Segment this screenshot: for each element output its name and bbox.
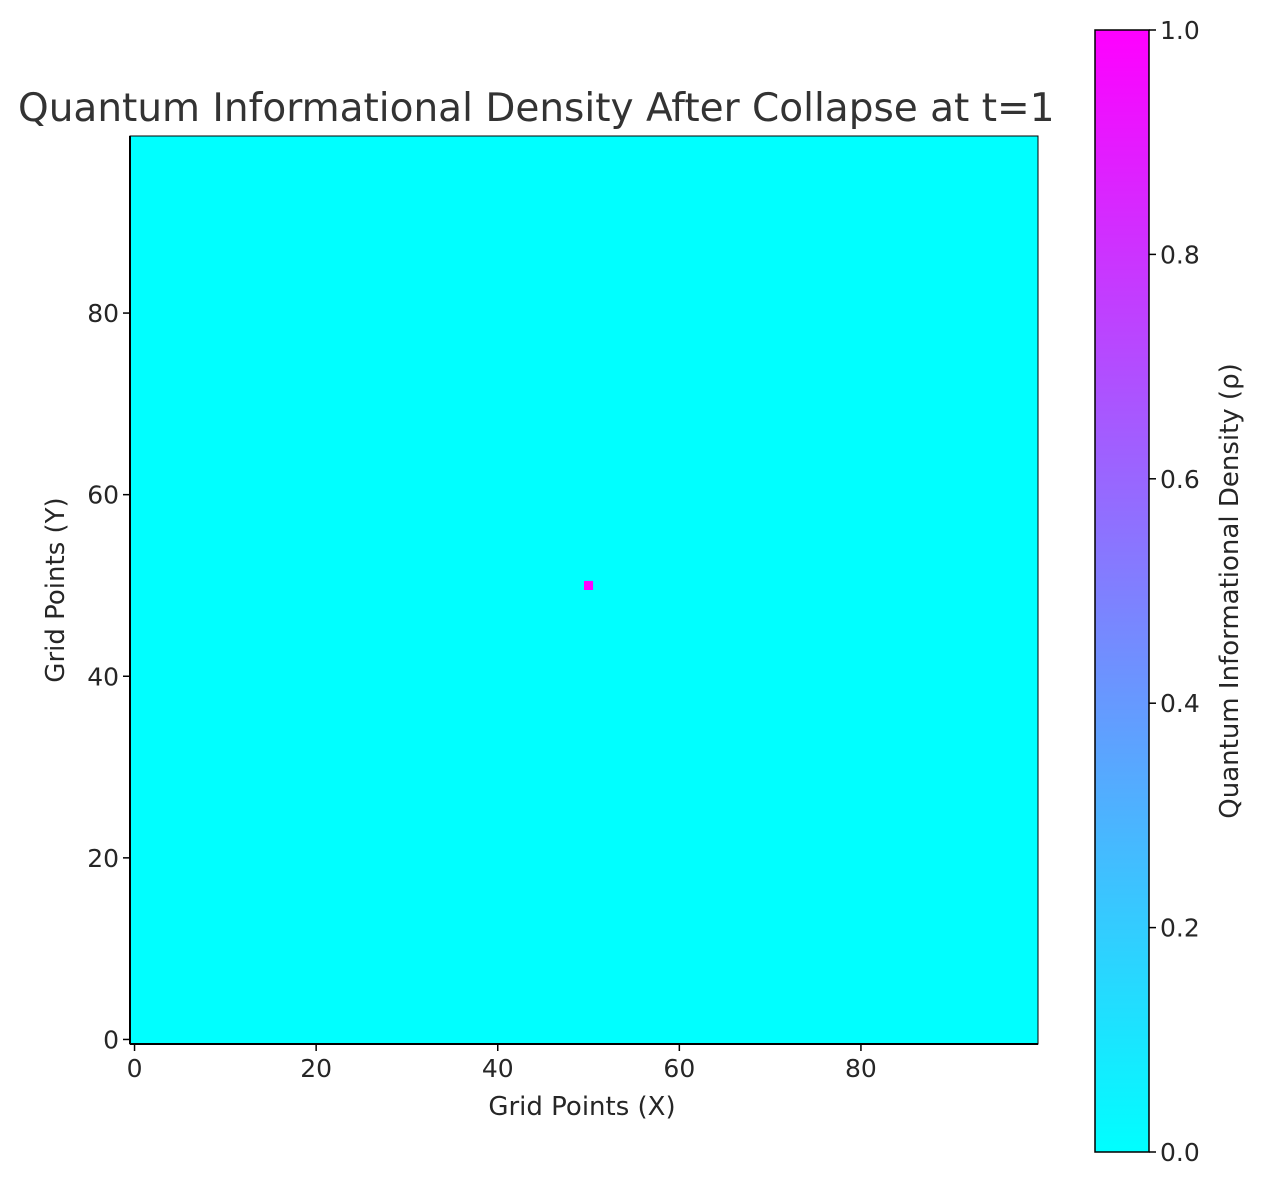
colorbar-tick-label: 0.6 [1160, 465, 1200, 494]
colorbar-tick-label: 0.4 [1160, 689, 1200, 718]
colorbar-tick-label: 0.2 [1160, 914, 1200, 943]
colorbar-ticks: 0.0 0.2 0.4 0.6 0.8 1.0 [1149, 16, 1200, 1167]
colorbar-label: Quantum Informational Density (ρ) [1215, 363, 1245, 818]
y-tick-label: 40 [87, 662, 119, 691]
chart-title: Quantum Informational Density After Coll… [18, 86, 1055, 131]
colorbar [1094, 29, 1150, 1153]
x-tick-label: 60 [663, 1054, 695, 1083]
x-tick-label: 20 [300, 1054, 332, 1083]
y-tick-label: 20 [87, 844, 119, 873]
heatmap-cell [584, 580, 594, 590]
heatmap-points [584, 580, 594, 590]
colorbar-tick-label: 0.0 [1160, 1138, 1200, 1167]
y-tick-label: 80 [87, 299, 119, 328]
colorbar-tick-label: 0.8 [1160, 240, 1200, 269]
x-tick-label: 0 [127, 1054, 143, 1083]
x-axis-label: Grid Points (X) [488, 1092, 675, 1122]
x-tick-label: 80 [845, 1054, 877, 1083]
y-tick-label: 0 [103, 1025, 119, 1054]
x-tick-label: 40 [482, 1054, 514, 1083]
colorbar-tick-label: 1.0 [1160, 16, 1200, 45]
y-tick-label: 60 [87, 481, 119, 510]
y-axis-label: Grid Points (Y) [41, 497, 71, 682]
x-axis-ticks: 0 20 40 60 80 [127, 1044, 877, 1083]
y-axis-ticks: 0 20 40 60 80 [87, 299, 130, 1054]
